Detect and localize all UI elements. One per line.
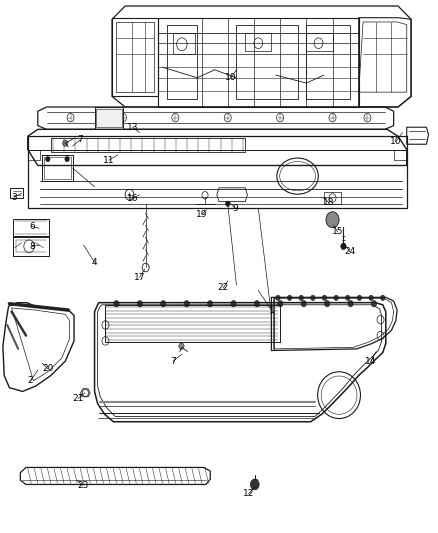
Circle shape [137, 301, 142, 307]
Circle shape [251, 479, 259, 490]
Text: 6: 6 [29, 222, 35, 231]
Circle shape [226, 201, 230, 206]
Text: 9: 9 [232, 204, 238, 213]
Text: 23: 23 [77, 481, 88, 490]
Text: 10: 10 [225, 73, 237, 82]
Circle shape [301, 301, 306, 307]
Circle shape [65, 157, 69, 162]
Text: 14: 14 [365, 357, 377, 366]
Circle shape [381, 295, 385, 301]
Circle shape [371, 301, 377, 307]
Circle shape [46, 157, 50, 162]
Circle shape [231, 301, 236, 307]
Text: 16: 16 [127, 195, 138, 204]
Circle shape [334, 295, 338, 301]
Text: 20: 20 [42, 364, 53, 373]
Circle shape [287, 295, 292, 301]
Circle shape [357, 295, 362, 301]
Circle shape [63, 140, 68, 147]
Text: 17: 17 [134, 273, 145, 281]
Circle shape [276, 295, 280, 301]
Text: 13: 13 [127, 123, 138, 132]
Circle shape [184, 301, 189, 307]
Text: 12: 12 [243, 489, 254, 498]
Text: 11: 11 [103, 156, 115, 165]
Circle shape [322, 295, 327, 301]
Circle shape [161, 301, 166, 307]
Circle shape [369, 295, 373, 301]
Circle shape [341, 243, 346, 249]
Circle shape [299, 295, 304, 301]
Text: 15: 15 [332, 228, 343, 237]
Text: 1: 1 [268, 305, 274, 314]
Circle shape [179, 343, 184, 350]
Circle shape [208, 301, 213, 307]
Text: 24: 24 [344, 247, 356, 256]
Text: 3: 3 [11, 193, 17, 202]
Polygon shape [95, 107, 123, 130]
Circle shape [326, 212, 339, 228]
Text: 10: 10 [390, 137, 402, 146]
Text: 8: 8 [29, 242, 35, 251]
Text: 18: 18 [323, 198, 335, 207]
Text: 4: 4 [92, 258, 97, 266]
Circle shape [254, 301, 260, 307]
Text: 19: 19 [196, 210, 207, 219]
Circle shape [311, 295, 315, 301]
Text: 7: 7 [77, 135, 83, 144]
Circle shape [346, 295, 350, 301]
Text: 7: 7 [170, 357, 176, 366]
Circle shape [114, 301, 119, 307]
Circle shape [348, 301, 353, 307]
Text: 21: 21 [73, 394, 84, 403]
Text: 2: 2 [28, 376, 33, 385]
Circle shape [325, 301, 330, 307]
Text: 22: 22 [218, 283, 229, 292]
Circle shape [278, 301, 283, 307]
